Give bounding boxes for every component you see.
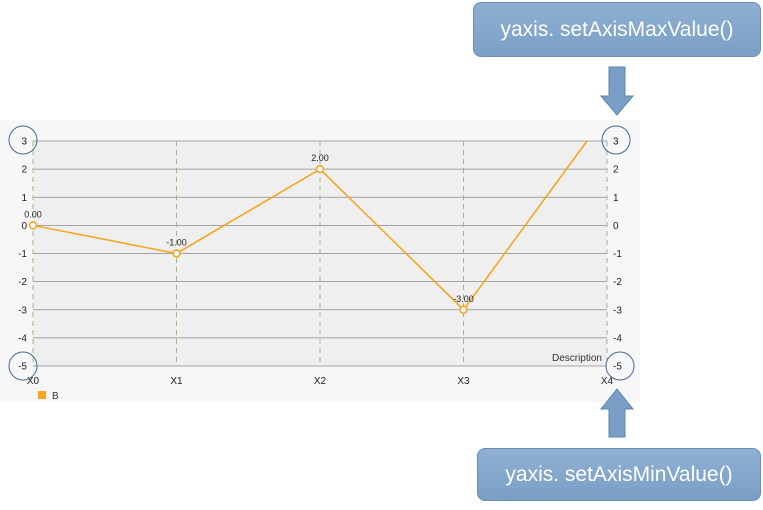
- data-point: [172, 249, 181, 258]
- x-tick-label: X1: [170, 376, 183, 387]
- data-point: [28, 221, 38, 230]
- set-axis-max-callout: yaxis. setAxisMaxValue(): [473, 2, 761, 57]
- set-axis-min-label: yaxis. setAxisMinValue(): [505, 462, 733, 486]
- legend-swatch: [38, 391, 46, 399]
- data-point: [459, 305, 468, 314]
- data-label: 0.00: [24, 209, 42, 219]
- x-tick-label: X2: [314, 376, 327, 387]
- y-tick-label-right: 0: [613, 221, 619, 232]
- y-tick-label-right: -3: [613, 305, 622, 316]
- x-tick-label: X4: [601, 376, 614, 387]
- right-max-circle: [601, 125, 631, 155]
- data-label: 2.00: [311, 153, 329, 163]
- set-axis-min-callout: yaxis. setAxisMinValue(): [477, 448, 761, 501]
- y-tick-label-right: -4: [613, 333, 622, 344]
- y-tick-label-left: -1: [18, 249, 27, 260]
- data-point-labels: 0.00 -1.00 2.00 -3.00: [24, 153, 474, 304]
- y-tick-label-right: 3: [613, 137, 619, 148]
- right-min-circle: [605, 351, 635, 381]
- y-tick-label-left: -5: [18, 362, 27, 373]
- y-tick-label-right: -5: [613, 362, 622, 373]
- data-label: -3.00: [453, 294, 474, 304]
- y-tick-label-left: 1: [21, 193, 27, 204]
- y-tick-label-left: -4: [18, 333, 27, 344]
- y-tick-label-right: -1: [613, 249, 622, 260]
- y-tick-label-left: -3: [18, 305, 27, 316]
- data-label: -1.00: [166, 238, 187, 248]
- arrow-down-icon: [599, 66, 635, 116]
- x-tick-label: X3: [457, 376, 470, 387]
- right-axis-ticks: 3 2 1 0 -1 -2 -3 -4 -5: [613, 137, 622, 373]
- left-axis-ticks: 3 2 1 0 -1 -2 -3 -4 -5: [18, 137, 27, 373]
- x-axis-ticks: X0 X1 X2 X3 X4: [27, 376, 614, 387]
- left-min-circle: [8, 351, 38, 381]
- left-max-circle: [8, 125, 38, 155]
- y-tick-label-left: 0: [21, 221, 27, 232]
- legend-label: B: [52, 391, 59, 402]
- y-tick-label-right: 2: [613, 165, 619, 176]
- y-tick-label-left: 2: [21, 165, 27, 176]
- y-tick-label-left: -2: [18, 277, 27, 288]
- arrow-up-icon: [599, 388, 635, 438]
- y-tick-label-left: 3: [21, 137, 27, 148]
- y-tick-label-right: -2: [613, 277, 622, 288]
- chart-description: Description: [552, 353, 602, 364]
- data-points: [28, 164, 468, 314]
- set-axis-max-label: yaxis. setAxisMaxValue(): [500, 17, 734, 41]
- data-point: [315, 164, 325, 174]
- x-tick-label: X0: [27, 376, 40, 387]
- y-tick-label-right: 1: [613, 193, 619, 204]
